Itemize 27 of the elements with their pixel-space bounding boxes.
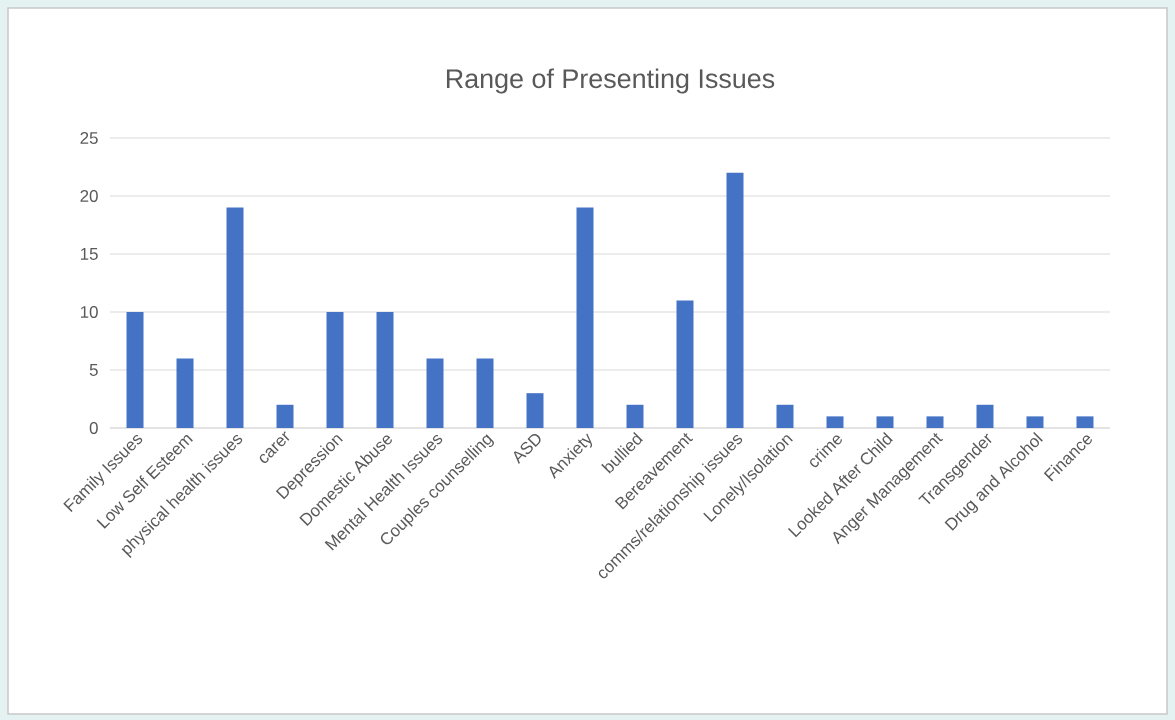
bar	[726, 172, 744, 428]
bar	[976, 404, 994, 428]
bar	[626, 404, 644, 428]
y-tick-label: 10	[80, 305, 98, 318]
bar	[226, 207, 244, 428]
bar	[476, 358, 494, 428]
bar	[276, 404, 294, 428]
y-tick-label: 0	[89, 421, 98, 434]
chart-title: Range of Presenting Issues	[446, 68, 775, 94]
bar	[1076, 416, 1094, 428]
bar	[576, 207, 594, 428]
bar	[676, 300, 694, 428]
bar	[176, 358, 194, 428]
bar	[326, 311, 344, 428]
bar	[926, 416, 944, 428]
bar	[826, 416, 844, 428]
bar	[126, 311, 144, 428]
y-tick-label: 25	[80, 131, 98, 144]
y-tick-label: 15	[80, 248, 98, 260]
bar	[876, 416, 894, 428]
bar	[526, 393, 544, 428]
bar	[776, 404, 794, 428]
y-tick-label: 20	[80, 189, 98, 202]
bar	[426, 358, 444, 428]
bar	[376, 311, 394, 428]
bar	[1026, 416, 1044, 428]
y-tick-label: 5	[89, 364, 98, 376]
